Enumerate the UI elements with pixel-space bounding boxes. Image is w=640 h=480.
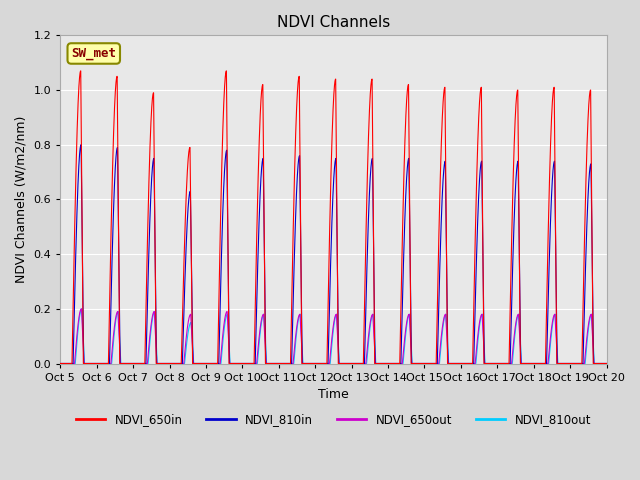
Y-axis label: NDVI Channels (W/m2/nm): NDVI Channels (W/m2/nm) xyxy=(15,116,28,283)
Text: SW_met: SW_met xyxy=(71,47,116,60)
X-axis label: Time: Time xyxy=(318,388,349,401)
Title: NDVI Channels: NDVI Channels xyxy=(277,15,390,30)
Legend: NDVI_650in, NDVI_810in, NDVI_650out, NDVI_810out: NDVI_650in, NDVI_810in, NDVI_650out, NDV… xyxy=(71,409,596,431)
